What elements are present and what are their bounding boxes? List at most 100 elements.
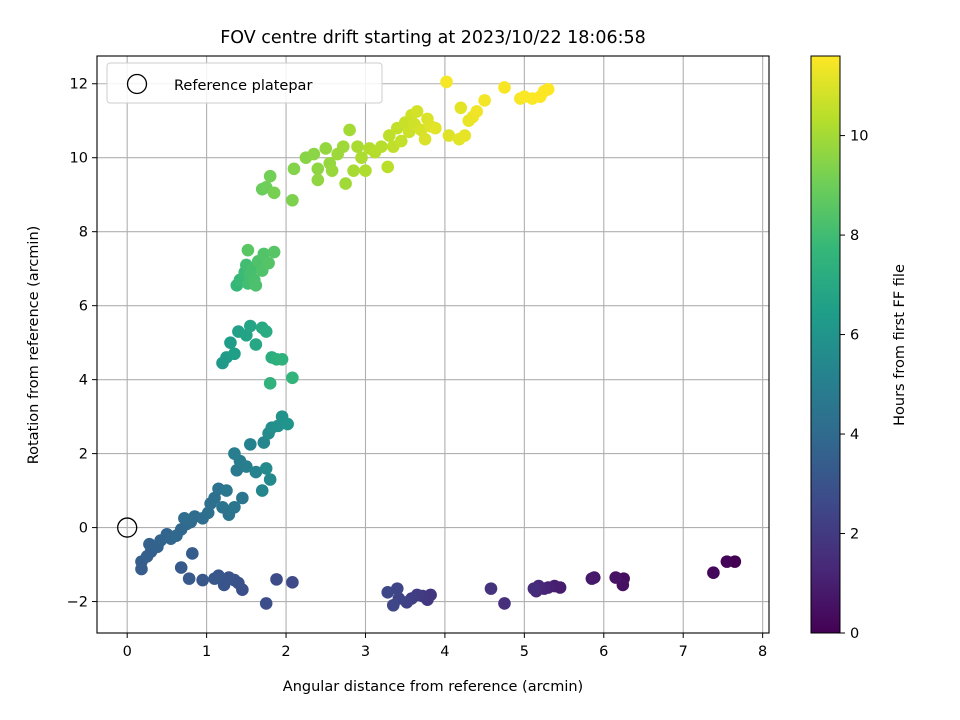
- data-point: [240, 460, 253, 473]
- data-point: [228, 500, 241, 514]
- data-point: [259, 462, 273, 475]
- data-point: [498, 81, 511, 94]
- data-point: [336, 140, 350, 153]
- data-point: [343, 123, 356, 137]
- colorbar-tick-label: 2: [850, 527, 859, 543]
- data-point: [454, 101, 468, 115]
- data-point: [609, 571, 622, 584]
- x-tick-label: 6: [599, 644, 608, 660]
- reference-marker: [117, 517, 138, 538]
- data-point: [257, 247, 271, 261]
- legend-marker: [126, 73, 148, 95]
- y-tick-label: 12: [70, 77, 88, 93]
- data-point: [267, 245, 281, 259]
- x-axis-label: Angular distance from reference (arcmin): [283, 679, 583, 695]
- colorbar-tick-label: 0: [850, 626, 859, 642]
- chart-title: FOV centre drift starting at 2023/10/22 …: [220, 28, 646, 48]
- data-point: [236, 491, 249, 505]
- colorbar-tick-label: 8: [850, 228, 859, 244]
- data-point: [470, 105, 483, 118]
- data-point: [541, 82, 555, 96]
- data-point: [527, 582, 541, 595]
- data-point: [228, 447, 241, 460]
- data-point: [249, 465, 263, 479]
- data-point: [249, 279, 263, 292]
- data-point: [339, 177, 352, 190]
- data-point: [263, 377, 277, 390]
- data-point: [707, 566, 720, 580]
- data-point: [311, 162, 325, 176]
- data-point: [383, 129, 396, 142]
- data-point: [196, 573, 209, 587]
- data-point: [182, 572, 196, 585]
- data-point: [375, 140, 388, 153]
- data-point: [347, 164, 360, 177]
- y-axis-ticks: −2 0 2 4 6 8 10 12: [67, 77, 97, 611]
- data-points: [135, 75, 742, 612]
- data-point: [351, 140, 364, 153]
- data-point: [262, 256, 275, 270]
- reference-point: [117, 517, 138, 538]
- data-point: [217, 578, 231, 592]
- colorbar-tick-label: 6: [850, 328, 859, 344]
- y-tick-label: 4: [79, 373, 88, 389]
- data-point: [281, 417, 294, 431]
- x-axis-ticks: 0 1 2 3 4 5 6 7 8: [123, 633, 767, 660]
- data-point: [255, 484, 269, 497]
- data-point: [418, 132, 432, 146]
- data-point: [257, 436, 271, 449]
- data-point: [286, 193, 299, 207]
- data-point: [275, 352, 289, 366]
- data-point: [307, 147, 321, 161]
- colorbar-tick-label: 4: [850, 427, 859, 443]
- data-point: [263, 473, 277, 486]
- legend: Reference platepar: [106, 62, 383, 104]
- data-point: [484, 582, 498, 595]
- data-point: [259, 325, 273, 338]
- data-point: [259, 597, 273, 610]
- data-point: [220, 484, 233, 497]
- y-tick-label: −2: [67, 595, 88, 611]
- x-tick-label: 1: [202, 644, 211, 660]
- x-tick-label: 7: [679, 644, 688, 660]
- data-point: [174, 561, 188, 574]
- data-point: [410, 105, 424, 118]
- data-point: [286, 576, 299, 589]
- data-point: [442, 129, 456, 142]
- x-tick-label: 8: [758, 644, 767, 660]
- data-point: [386, 598, 400, 612]
- colorbar-ticks: 0 2 4 6 8 10: [840, 129, 868, 642]
- y-tick-label: 8: [79, 225, 88, 241]
- plot-frame: [96, 55, 770, 634]
- x-tick-label: 0: [123, 644, 132, 660]
- data-point: [478, 94, 491, 107]
- data-point: [440, 75, 453, 89]
- colorbar-tick-label: 10: [850, 129, 868, 145]
- data-point: [267, 186, 281, 200]
- data-point: [585, 572, 599, 585]
- data-point: [390, 582, 404, 595]
- data-point: [208, 572, 221, 585]
- colorbar: [810, 55, 841, 634]
- data-point: [186, 547, 199, 560]
- data-point: [270, 573, 283, 586]
- data-point: [224, 336, 237, 349]
- data-point: [228, 347, 241, 361]
- data-point: [720, 555, 734, 568]
- data-point: [241, 243, 255, 257]
- data-point: [458, 129, 472, 142]
- legend-box: [106, 62, 383, 104]
- data-point: [381, 586, 395, 599]
- data-point: [359, 164, 372, 177]
- plot-axes: [96, 55, 770, 634]
- y-tick-label: 10: [70, 151, 88, 167]
- x-tick-label: 4: [440, 644, 449, 660]
- y-tick-label: 6: [79, 299, 88, 315]
- colorbar-label: Hours from first FF file: [892, 264, 908, 426]
- x-tick-label: 2: [281, 644, 290, 660]
- data-point: [249, 338, 263, 351]
- data-point: [286, 371, 299, 385]
- data-point: [244, 438, 257, 451]
- y-tick-label: 0: [79, 521, 88, 537]
- data-point: [287, 162, 301, 176]
